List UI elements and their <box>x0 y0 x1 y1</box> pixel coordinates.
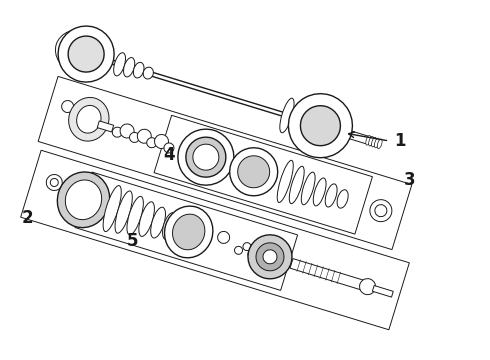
Polygon shape <box>98 121 114 132</box>
Ellipse shape <box>243 243 251 251</box>
Ellipse shape <box>280 98 294 133</box>
Ellipse shape <box>69 98 109 141</box>
Ellipse shape <box>256 243 284 271</box>
Ellipse shape <box>172 214 205 250</box>
Ellipse shape <box>371 137 376 147</box>
Polygon shape <box>290 258 365 290</box>
Polygon shape <box>105 58 335 132</box>
Ellipse shape <box>218 231 230 243</box>
Ellipse shape <box>46 175 62 190</box>
Ellipse shape <box>139 202 154 237</box>
Ellipse shape <box>129 132 140 143</box>
Ellipse shape <box>289 103 302 133</box>
Ellipse shape <box>68 36 104 72</box>
Polygon shape <box>21 150 409 330</box>
Ellipse shape <box>123 58 135 77</box>
Ellipse shape <box>235 246 243 254</box>
Ellipse shape <box>289 94 352 158</box>
Ellipse shape <box>263 250 277 264</box>
Ellipse shape <box>193 144 219 170</box>
Ellipse shape <box>248 235 292 279</box>
Ellipse shape <box>50 179 58 186</box>
Ellipse shape <box>230 148 278 196</box>
Polygon shape <box>154 115 372 234</box>
Ellipse shape <box>137 129 151 143</box>
Ellipse shape <box>147 138 157 148</box>
Ellipse shape <box>360 279 375 294</box>
Ellipse shape <box>133 62 144 78</box>
Ellipse shape <box>57 172 110 228</box>
Ellipse shape <box>375 204 387 217</box>
Ellipse shape <box>248 251 256 258</box>
Ellipse shape <box>301 172 315 205</box>
Text: 1: 1 <box>394 132 406 150</box>
Polygon shape <box>372 285 393 297</box>
Ellipse shape <box>151 207 166 238</box>
Ellipse shape <box>325 184 337 207</box>
Ellipse shape <box>164 143 174 153</box>
Polygon shape <box>341 129 377 146</box>
Ellipse shape <box>366 135 370 145</box>
Ellipse shape <box>163 213 176 240</box>
Text: 2: 2 <box>21 209 33 227</box>
Text: 4: 4 <box>163 146 175 164</box>
Ellipse shape <box>76 105 101 133</box>
Ellipse shape <box>65 180 102 220</box>
Ellipse shape <box>337 190 348 208</box>
Ellipse shape <box>115 191 132 233</box>
Ellipse shape <box>298 108 310 133</box>
Ellipse shape <box>58 26 114 82</box>
Ellipse shape <box>120 124 134 138</box>
Ellipse shape <box>289 166 304 204</box>
Ellipse shape <box>374 138 379 148</box>
Ellipse shape <box>112 127 122 137</box>
Ellipse shape <box>186 137 226 177</box>
Ellipse shape <box>368 136 373 146</box>
Ellipse shape <box>277 160 293 203</box>
Ellipse shape <box>178 129 234 185</box>
Ellipse shape <box>127 197 144 235</box>
Polygon shape <box>75 172 297 291</box>
Ellipse shape <box>143 67 153 79</box>
Ellipse shape <box>370 200 392 222</box>
Ellipse shape <box>165 206 213 258</box>
Ellipse shape <box>300 106 341 146</box>
Ellipse shape <box>307 113 318 134</box>
Ellipse shape <box>238 156 270 188</box>
Ellipse shape <box>154 135 169 148</box>
Ellipse shape <box>55 30 107 75</box>
Ellipse shape <box>316 118 327 134</box>
Ellipse shape <box>313 178 326 206</box>
Ellipse shape <box>103 185 121 231</box>
Ellipse shape <box>377 139 382 149</box>
Text: 3: 3 <box>404 171 416 189</box>
Ellipse shape <box>114 53 125 76</box>
Polygon shape <box>38 76 412 249</box>
Ellipse shape <box>62 100 74 113</box>
Text: 5: 5 <box>126 232 138 250</box>
